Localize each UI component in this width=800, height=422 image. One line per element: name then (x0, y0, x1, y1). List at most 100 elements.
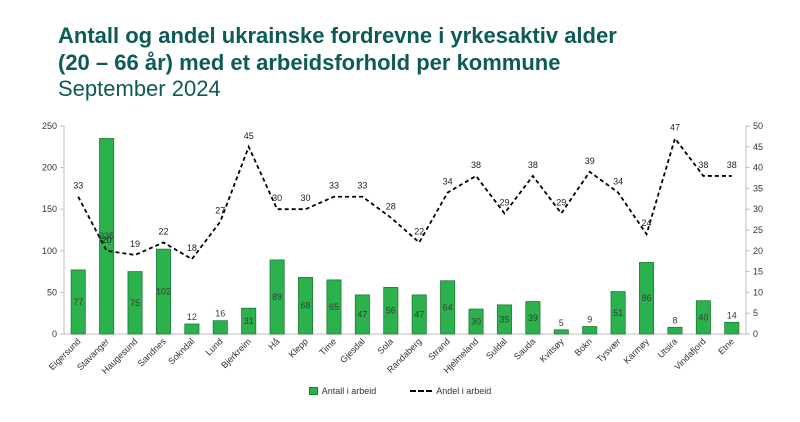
bar-Gjesdal (354, 294, 370, 335)
bar-value-label: 68 (301, 301, 311, 311)
x-tick-label-Sola: Sola (375, 336, 395, 356)
x-tick-label-Sokndal: Sokndal (166, 336, 196, 366)
y-left-tick-label: 250 (42, 121, 57, 131)
x-tick-label-Strand: Strand (426, 336, 452, 362)
y-right-tick-label: 15 (753, 267, 763, 277)
line-value-label: 38 (528, 160, 538, 170)
line-value-label: 38 (727, 160, 737, 170)
x-tick-label-Etne: Etne (716, 336, 736, 356)
bar-value-label: 35 (499, 314, 509, 324)
line-value-label: 38 (698, 160, 708, 170)
line-value-label: 33 (329, 181, 339, 191)
y-right-tick-label: 0 (753, 329, 758, 339)
bar-Bjerkreim (241, 307, 257, 335)
line-value-label: 33 (73, 181, 83, 191)
bar-Randaberg (411, 294, 427, 335)
x-tick-label-Karmøy: Karmøy (622, 336, 652, 366)
bar-value-label: 51 (613, 308, 623, 318)
line-value-label: 30 (272, 193, 282, 203)
x-tick-label-Lund: Lund (203, 336, 224, 357)
legend-item-bars: Antall i arbeid (308, 386, 376, 396)
bar-Hå (269, 259, 285, 335)
bar-Kvitsøy (553, 329, 569, 335)
x-tick-label-Sauda: Sauda (512, 336, 537, 361)
x-tick-label-Time: Time (317, 336, 338, 357)
y-right-tick-label: 25 (753, 225, 763, 235)
bar-value-label: 47 (357, 309, 367, 319)
bar-value-label: 102 (156, 287, 171, 297)
line-value-label: 34 (613, 177, 623, 187)
x-tick-label-Tysvær: Tysvær (595, 336, 623, 364)
bar-value-label: 77 (73, 297, 83, 307)
bar-value-label: 30 (471, 317, 481, 327)
y-left-tick-label: 100 (42, 246, 57, 256)
bar-value-label: 86 (642, 293, 652, 303)
line-value-label: 45 (244, 131, 254, 141)
bar-value-label: 12 (187, 312, 197, 322)
x-tick-label-Hå: Hå (266, 336, 281, 351)
chart-subtitle: September 2024 (58, 76, 221, 101)
legend-item-line: Andel i arbeid (410, 386, 491, 396)
x-tick-label-Sandnes: Sandnes (136, 336, 169, 369)
legend-swatch-line (410, 390, 433, 392)
bar-value-label: 89 (272, 292, 282, 302)
line-value-label: 28 (386, 202, 396, 212)
bar-Strand (440, 280, 456, 335)
line-value-label: 38 (471, 160, 481, 170)
bar-value-label: 47 (414, 309, 424, 319)
bar-value-label: 40 (698, 312, 708, 322)
line-value-label: 34 (443, 177, 453, 187)
bar-Bokn (582, 326, 598, 335)
bar-Utsira (667, 326, 683, 335)
y-right-tick-label: 20 (753, 246, 763, 256)
bar-Etne (724, 321, 740, 335)
y-right-tick-label: 10 (753, 287, 763, 297)
legend: Antall i arbeid Andel i arbeid (0, 386, 800, 396)
chart-title-line-1: Antall og andel ukrainske fordrevne i yr… (58, 23, 617, 48)
line-series-andel (77, 136, 732, 261)
bar-value-label: 56 (386, 306, 396, 316)
x-tick-label-Gjesdal: Gjesdal (338, 336, 367, 365)
line-value-label: 27 (215, 206, 225, 216)
y-left-tick-label: 150 (42, 204, 57, 214)
line-value-label: 33 (357, 181, 367, 191)
line-value-label: 24 (642, 218, 652, 228)
y-right-tick-label: 30 (753, 204, 763, 214)
y-left-tick-label: 50 (47, 287, 57, 297)
bar-Klepp (298, 277, 314, 335)
bar-value-label: 14 (727, 310, 737, 320)
x-tick-label-Klepp: Klepp (287, 336, 310, 359)
line-value-label: 20 (102, 235, 112, 245)
bar-Lund (212, 320, 228, 335)
bar-Eigersund (70, 269, 86, 335)
bar-Sola (383, 287, 399, 335)
title-block: Antall og andel ukrainske fordrevne i yr… (58, 22, 617, 102)
bar-value-label: 64 (443, 302, 453, 312)
legend-label-line: Andel i arbeid (436, 386, 492, 396)
line-value-label: 47 (670, 122, 680, 132)
bar-value-label: 16 (215, 309, 225, 319)
line-value-label: 29 (556, 197, 566, 207)
y-right-tick-label: 45 (753, 142, 763, 152)
x-tick-label-Kvitsøy: Kvitsøy (538, 336, 566, 364)
bar-Tysvær (610, 291, 626, 335)
bar-Suldal (496, 304, 512, 335)
line-value-label: 30 (301, 193, 311, 203)
y-right-tick-label: 50 (753, 121, 763, 131)
x-tick-label-Utsira: Utsira (656, 336, 680, 360)
bar-Vindafjord (695, 300, 711, 335)
line-value-label: 29 (499, 197, 509, 207)
y-left-tick-label: 0 (52, 329, 57, 339)
bar-value-label: 75 (130, 298, 140, 308)
bar-Sandnes (155, 248, 171, 335)
line-value-label: 22 (414, 226, 424, 236)
line-value-label: 22 (158, 226, 168, 236)
bar-value-label: 235 (99, 231, 114, 241)
bar-value-label: 39 (528, 313, 538, 323)
x-tick-label-Bjerkreim: Bjerkreim (219, 336, 253, 370)
line-value-label: 39 (585, 156, 595, 166)
x-tick-label-Bokn: Bokn (573, 336, 595, 358)
line-value-label: 18 (187, 243, 197, 253)
bar-Time (326, 279, 342, 335)
